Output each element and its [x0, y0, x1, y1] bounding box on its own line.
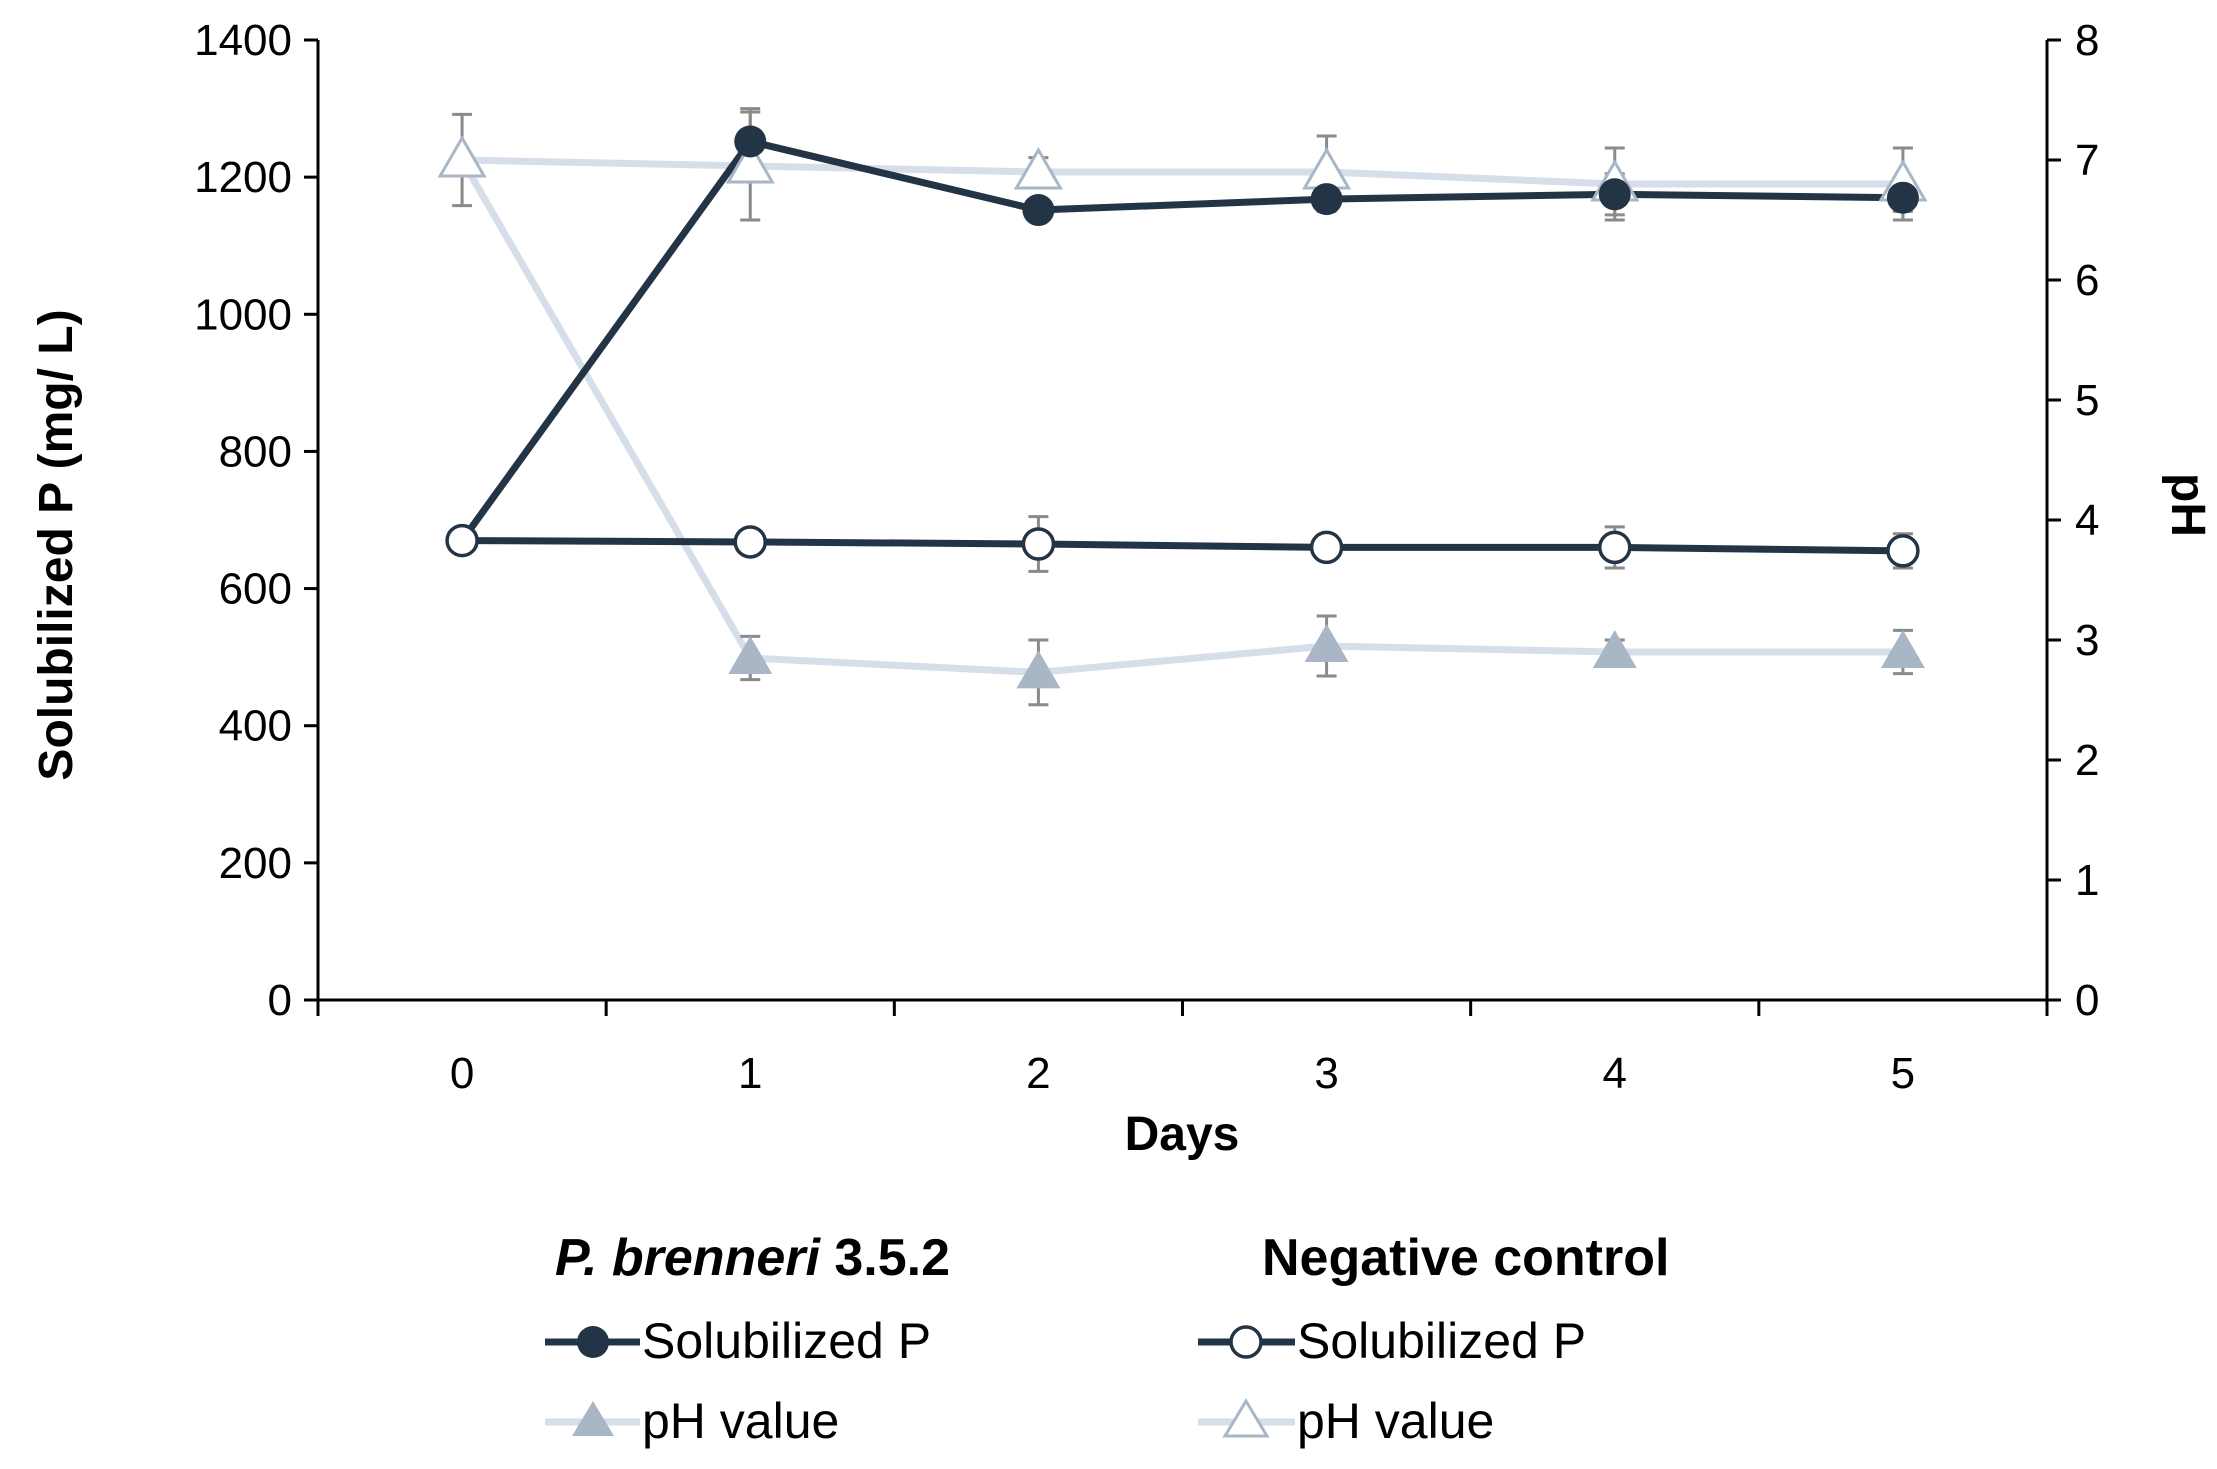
legend-group-1-title: P. brenneri 3.5.2: [555, 1229, 950, 1287]
x-ticks: 0 1 2 3 4 5: [316, 1000, 2049, 1098]
data-point: [445, 523, 479, 558]
left-y-tick-label: 0: [268, 976, 292, 1025]
data-point: [1016, 650, 1061, 689]
data-point: [1886, 181, 1919, 214]
data-point: [1598, 530, 1632, 565]
x-tick-label: 0: [450, 1049, 474, 1098]
legend-marker-nc-solp: [1229, 1325, 1263, 1359]
data-point: [734, 125, 767, 158]
legend-label-nc-solp: Solubilized P: [1297, 1313, 1586, 1369]
data-point: [1880, 630, 1925, 668]
right-y-tick-label: 2: [2075, 736, 2099, 785]
data-point: [1022, 194, 1055, 227]
legend-group-1-title-rest: 3.5.2: [820, 1229, 950, 1287]
data-point: [1013, 147, 1064, 190]
x-tick-label: 2: [1026, 1049, 1050, 1098]
right-y-tick-label: 7: [2075, 136, 2099, 185]
data-point: [1592, 630, 1637, 668]
left-y-tick-label: 400: [219, 702, 292, 751]
data-point: [1598, 178, 1631, 211]
series-line: [459, 158, 1903, 676]
right-y-tick-label: 1: [2075, 856, 2099, 905]
left-y-axis-title: Solubilized P (mg/ L): [30, 309, 83, 780]
series-line: [462, 537, 1903, 555]
x-tick-label: 3: [1314, 1049, 1338, 1098]
series-line: [459, 137, 1903, 543]
data-point: [1021, 527, 1056, 561]
data-point: [725, 141, 775, 184]
legend-label-pb-solp: Solubilized P: [642, 1313, 931, 1369]
series-markers: [437, 125, 1928, 689]
right-y-tick-label: 5: [2075, 376, 2099, 425]
x-tick-label: 4: [1603, 1049, 1627, 1098]
right-y-tick-label: 4: [2075, 496, 2099, 545]
left-y-tick-label: 1400: [194, 16, 292, 65]
x-tick-label: 5: [1891, 1049, 1915, 1098]
data-point: [1309, 530, 1344, 565]
x-axis-title: Days: [1125, 1108, 1240, 1161]
data-point: [437, 135, 487, 178]
legend-marker-nc-ph: [1222, 1398, 1270, 1438]
legend-label-nc-ph: pH value: [1297, 1393, 1494, 1449]
left-y-tick-label: 800: [219, 427, 292, 476]
legend-marker-pb-solp: [577, 1326, 609, 1358]
data-point: [733, 525, 767, 559]
data-point: [728, 636, 773, 674]
x-tick-label: 1: [738, 1049, 762, 1098]
right-y-axis-title: pH: [2161, 473, 2214, 537]
right-y-tick-label: 3: [2075, 616, 2099, 665]
left-y-tick-label: 200: [219, 839, 292, 888]
legend-group-2-title: Negative control: [1262, 1229, 1669, 1287]
right-y-tick-label: 0: [2075, 976, 2099, 1025]
right-y-tick-label: 8: [2075, 16, 2099, 65]
data-point: [1310, 183, 1343, 216]
legend-marker-pb-ph: [572, 1401, 614, 1436]
legend-label-pb-ph: pH value: [642, 1393, 839, 1449]
series-lines: [459, 137, 1903, 676]
left-y-ticks: 0 200 400 600 800 1000 1200 1400: [194, 16, 318, 1025]
left-y-tick-label: 1200: [194, 153, 292, 202]
right-y-tick-label: 6: [2075, 256, 2099, 305]
legend-group-1-title-italic: P. brenneri: [555, 1229, 821, 1287]
left-y-tick-label: 1000: [194, 290, 292, 339]
left-y-tick-label: 600: [219, 565, 292, 614]
legend: P. brenneri 3.5.2 Negative control Solub…: [545, 1229, 1669, 1449]
data-point: [1304, 624, 1349, 662]
right-y-ticks: 0 1 2 3 4 5 6 7 8: [2047, 16, 2099, 1025]
data-point: [1886, 534, 1920, 568]
series-line: [462, 156, 1903, 188]
